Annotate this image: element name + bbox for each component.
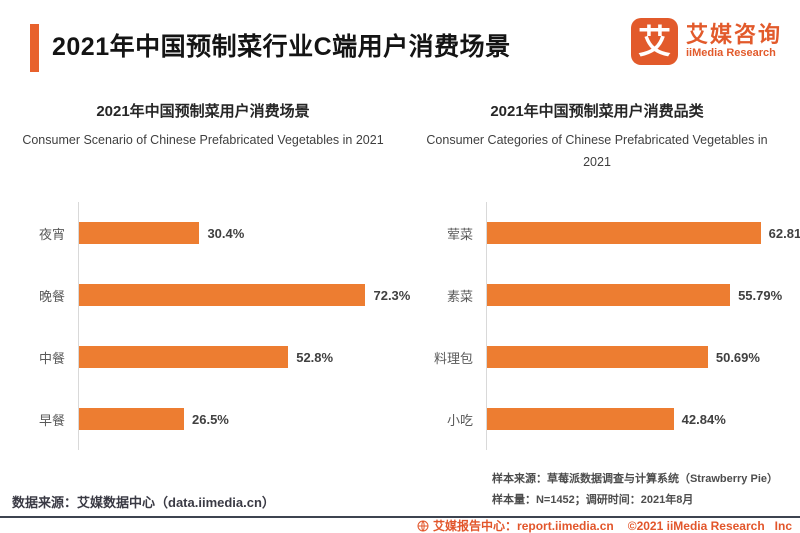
- chart-left-subtitle: Consumer Scenario of Chinese Prefabricat…: [22, 133, 384, 147]
- footer-copyright: ©2021 iiMedia Research: [627, 518, 765, 533]
- chart-right-head: 2021年中国预制菜用户消费品类 Consumer Categories of …: [400, 100, 794, 194]
- sample-source-note: 样本来源：草莓派数据调查与计算系统（Strawberry Pie）: [491, 473, 778, 486]
- chart-right-title: 2021年中国预制菜用户消费品类: [490, 103, 704, 120]
- value-label: 42.84%: [681, 411, 726, 427]
- bar-track: 55.79%: [486, 264, 792, 326]
- bar: [79, 346, 289, 368]
- category-label: 晚餐: [38, 288, 65, 304]
- category-label: 中餐: [38, 350, 65, 366]
- category-label: 荤菜: [446, 226, 473, 242]
- footer-divider: [0, 516, 800, 518]
- bar: [79, 408, 184, 430]
- bar-row: 料理包 50.69%: [400, 326, 794, 388]
- sample-notes: 样本来源：草莓派数据调查与计算系统（Strawberry Pie） 样本量：N=…: [492, 469, 778, 511]
- bar: [487, 346, 708, 368]
- category-label: 早餐: [38, 412, 65, 428]
- bar: [487, 222, 761, 244]
- bar-row: 夜宵 30.4%: [6, 202, 400, 264]
- category-label: 小吃: [446, 412, 473, 428]
- charts-section: 2021年中国预制菜用户消费场景 Consumer Scenario of Ch…: [0, 100, 800, 450]
- category-label: 素菜: [446, 288, 473, 304]
- globe-icon: [417, 520, 429, 532]
- value-label: 26.5%: [192, 411, 229, 427]
- logo-text: 艾媒咨询 iiMedia Research: [685, 21, 782, 60]
- header: 2021年中国预制菜行业C端用户消费场景 艾 艾媒咨询 iiMedia Rese…: [0, 0, 800, 78]
- chart-left-plot: 夜宵 30.4% 晚餐 72.3% 中餐 52.8%: [6, 202, 410, 450]
- chart-left-title: 2021年中国预制菜用户消费场景: [96, 103, 310, 120]
- bar-row: 早餐 26.5%: [6, 388, 400, 450]
- bar-track: 42.84%: [486, 388, 792, 450]
- footnotes: 数据来源：艾媒数据中心（data.iimedia.cn） 样本来源：草莓派数据调…: [0, 469, 800, 516]
- footer-report-center: 艾媒报告中心：report.iimedia.cn: [433, 519, 614, 533]
- bar-track: 52.8%: [78, 326, 396, 388]
- footer-inc: Inc: [774, 518, 792, 533]
- bar-track: 30.4%: [78, 202, 396, 264]
- bar-track: 62.81%: [486, 202, 800, 264]
- bar-row: 中餐 52.8%: [6, 326, 400, 388]
- footer: 艾媒报告中心：report.iimedia.cn ©2021 iiMedia R…: [0, 518, 800, 533]
- bar: [487, 284, 731, 306]
- value-label: 52.8%: [296, 349, 334, 365]
- title-accent-bar: [30, 24, 39, 72]
- bar-track: 26.5%: [78, 388, 396, 450]
- chart-left-head: 2021年中国预制菜用户消费场景 Consumer Scenario of Ch…: [6, 100, 400, 194]
- value-label: 72.3%: [373, 287, 411, 303]
- bar-track: 50.69%: [486, 326, 792, 388]
- data-source-note: 数据来源：艾媒数据中心（data.iimedia.cn）: [12, 495, 275, 510]
- value-label: 50.69%: [715, 349, 760, 365]
- value-label: 30.4%: [207, 225, 245, 241]
- sample-info-note: 样本量：N=1452；调研时间：2021年8月: [491, 494, 694, 507]
- bar: [79, 284, 366, 306]
- value-label: 55.79%: [738, 287, 783, 303]
- bar-row: 素菜 55.79%: [400, 264, 794, 326]
- chart-consumer-categories: 2021年中国预制菜用户消费品类 Consumer Categories of …: [400, 100, 800, 450]
- bar: [79, 222, 200, 244]
- logo-name-en: iiMedia Research: [685, 47, 776, 59]
- logo-name-cn: 艾媒咨询: [685, 21, 782, 47]
- bar-track: 72.3%: [78, 264, 410, 326]
- bar: [487, 408, 674, 430]
- category-label: 夜宵: [38, 226, 65, 242]
- chart-right-subtitle: Consumer Categories of Chinese Prefabric…: [426, 133, 768, 169]
- bar-row: 荤菜 62.81%: [400, 202, 800, 264]
- bar-row: 小吃 42.84%: [400, 388, 794, 450]
- page-title: 2021年中国预制菜行业C端用户消费场景: [52, 33, 511, 62]
- chart-consumer-scenario: 2021年中国预制菜用户消费场景 Consumer Scenario of Ch…: [6, 100, 410, 450]
- chart-right-plot: 荤菜 62.81% 素菜 55.79% 料理包 50.69%: [400, 202, 800, 450]
- bar-row: 晚餐 72.3%: [6, 264, 410, 326]
- category-label: 料理包: [433, 350, 473, 366]
- title-block: 2021年中国预制菜行业C端用户消费场景: [30, 24, 511, 72]
- logo-mark-icon: 艾: [630, 18, 678, 65]
- iimedia-logo: 艾 艾媒咨询 iiMedia Research: [630, 18, 782, 65]
- value-label: 62.81%: [768, 225, 800, 241]
